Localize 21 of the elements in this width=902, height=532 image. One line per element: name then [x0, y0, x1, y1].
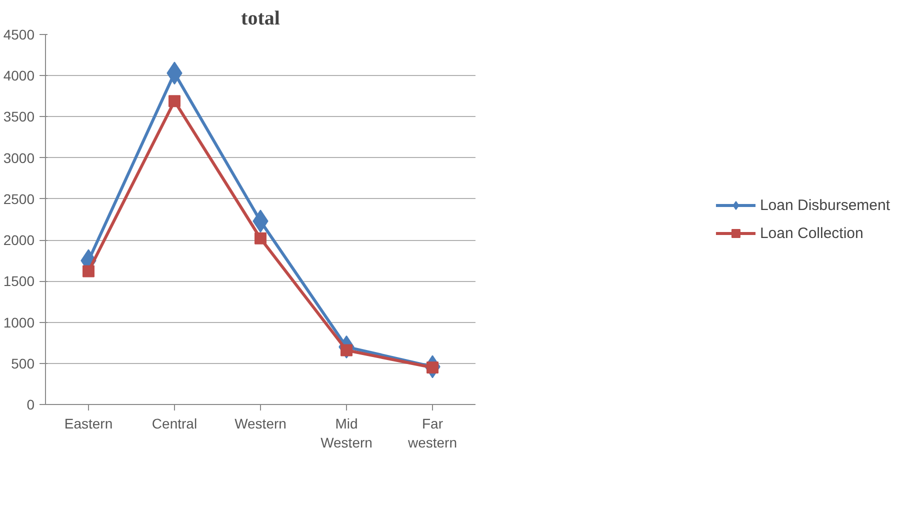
y-tick-label: 0 — [26, 396, 35, 412]
y-tick-label: 4000 — [3, 68, 35, 84]
legend-label: Loan Collection — [760, 224, 864, 242]
y-tick-label: 3000 — [3, 150, 35, 166]
x-tick-label: Western — [234, 416, 286, 432]
point — [254, 232, 266, 244]
x-tick-label: Eastern — [64, 416, 113, 432]
legend-label: Loan Disbursement — [760, 196, 890, 214]
y-tick-label: 1500 — [3, 273, 35, 290]
y-tick-label: 3500 — [3, 108, 35, 125]
point — [82, 265, 94, 278]
chart-title: total — [241, 8, 280, 30]
point — [168, 95, 180, 108]
y-tick-label: 2500 — [3, 190, 35, 207]
x-tick-label: Mid Western — [320, 416, 372, 451]
y-tick-label: 1000 — [3, 314, 35, 330]
x-tick-label: Far western — [406, 416, 458, 451]
y-tick-label: 4500 — [3, 26, 35, 42]
x-tick-label: Central — [152, 416, 198, 432]
y-tick-label: 500 — [11, 355, 35, 372]
y-tick-label: 2000 — [3, 232, 35, 248]
